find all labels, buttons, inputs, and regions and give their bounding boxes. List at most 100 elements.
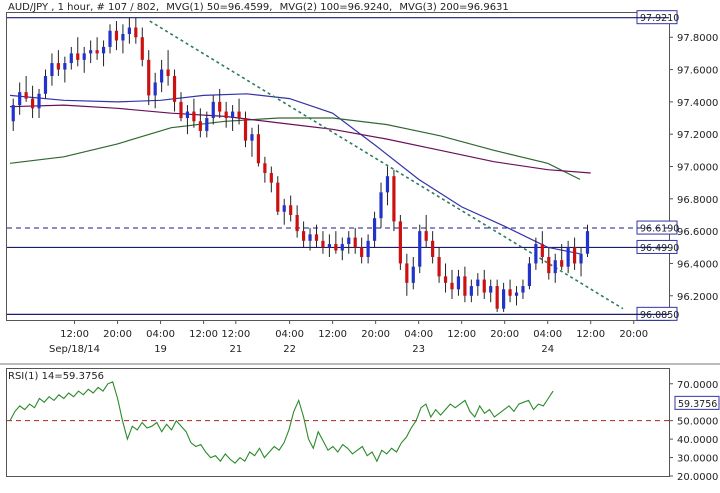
candle — [572, 237, 577, 270]
symbol-info: AUD/JPY , 1 hour, # 107 / 802, — [8, 2, 159, 13]
chart-header: AUD/JPY , 1 hour, # 107 / 802, MVG(1) 50… — [8, 2, 509, 13]
ma100-legend: MVG(2) 100=96.9240, — [280, 2, 393, 13]
candle-body — [140, 37, 144, 60]
candle-body — [327, 244, 331, 248]
candle-body — [334, 244, 338, 251]
candle — [95, 37, 99, 60]
candle-body — [411, 266, 415, 283]
candle-body — [237, 111, 241, 119]
candle-body — [166, 69, 170, 77]
candle — [372, 211, 377, 248]
candle-body — [18, 92, 22, 106]
price-x-tick-label: 04:00 — [533, 329, 562, 340]
candle-body — [392, 176, 396, 222]
candle — [366, 234, 370, 264]
candle — [63, 56, 67, 83]
candle-body — [172, 76, 177, 102]
candle — [398, 214, 402, 270]
candle — [411, 256, 415, 290]
candle — [385, 166, 390, 206]
candle-body — [521, 286, 525, 293]
candle-body — [82, 53, 86, 60]
candle-body — [450, 282, 454, 290]
candle-body — [243, 118, 248, 141]
candle-body — [469, 286, 473, 296]
candle-body — [121, 34, 125, 41]
candle — [160, 59, 164, 93]
rsi-y-tick-label: 20.0000 — [677, 472, 718, 483]
candle — [443, 263, 448, 293]
candle — [508, 279, 512, 303]
moving-average-line — [9, 93, 581, 255]
moving-average-line — [9, 117, 581, 180]
candle — [463, 266, 467, 303]
ma200-legend: MVG(3) 200=96.9631 — [399, 2, 508, 13]
candle-body — [424, 231, 428, 241]
candle-body — [534, 244, 538, 264]
candle — [198, 108, 202, 138]
price-date-label: 24 — [541, 344, 554, 355]
candle — [211, 95, 215, 125]
candle — [456, 269, 461, 296]
candle-body — [179, 101, 183, 119]
price-x-axis: 12:00 20:00 04:00 12:00 12:00 04:00 12:00 20:00… — [49, 320, 648, 355]
candle-body — [437, 256, 441, 277]
candle-body — [114, 30, 119, 41]
candle-body — [585, 231, 590, 254]
price-y-tick-label: 96.6000 — [677, 227, 718, 238]
candle-body — [321, 240, 325, 248]
candle-body — [547, 256, 551, 274]
price-x-tick-label: 20:00 — [103, 329, 132, 340]
candle-body — [76, 53, 80, 60]
candle — [585, 224, 590, 257]
candle — [18, 82, 22, 115]
price-date-label: 19 — [154, 344, 167, 355]
candle — [514, 286, 519, 306]
price-x-tick-label: 12:00 — [576, 329, 605, 340]
candle — [579, 247, 583, 277]
candle-body — [89, 50, 93, 54]
price-date-label: 22 — [283, 344, 296, 355]
candle — [76, 37, 80, 67]
candle — [276, 176, 280, 215]
candle — [237, 98, 241, 125]
candle-body — [366, 240, 370, 257]
price-y-tick-label: 96.2000 — [677, 292, 718, 303]
candle-body — [269, 172, 273, 183]
candle — [301, 221, 306, 248]
candle-body — [108, 30, 112, 47]
price-date-label: 23 — [412, 344, 425, 355]
candle — [547, 247, 551, 280]
candle — [256, 124, 261, 167]
candle — [50, 53, 54, 86]
price-level-text: 96.6190 — [640, 224, 679, 235]
candle-body — [579, 253, 583, 264]
trendline[interactable] — [149, 20, 624, 310]
candle — [56, 50, 60, 77]
price-x-tick-label: 04:00 — [146, 329, 175, 340]
candle-body — [295, 214, 299, 232]
rsi-plot-area[interactable] — [7, 381, 669, 464]
rsi-y-axis: 70.0000 50.0000 40.0000 30.0000 20.0000 59.37… — [669, 380, 720, 483]
price-x-tick-label: 04:00 — [275, 329, 304, 340]
candle — [405, 253, 409, 296]
price-plot-area[interactable] — [7, 17, 669, 315]
candle-body — [463, 276, 467, 296]
candle — [205, 111, 209, 138]
candle — [166, 50, 170, 86]
candle — [424, 214, 428, 248]
candle-body — [276, 182, 280, 212]
price-level-text: 96.4990 — [640, 243, 679, 254]
rsi-value-label: 59.3756 — [674, 395, 720, 410]
candle-body — [282, 205, 286, 212]
candle — [308, 227, 312, 251]
candle-body — [560, 260, 564, 267]
price-x-tick-label: 12:00 — [189, 329, 218, 340]
candle — [553, 253, 557, 283]
candle-body — [134, 27, 138, 38]
candle-body — [205, 118, 209, 131]
candle-body — [566, 247, 570, 267]
price-x-tick-label: 12:00 — [447, 329, 476, 340]
candle — [489, 279, 493, 303]
